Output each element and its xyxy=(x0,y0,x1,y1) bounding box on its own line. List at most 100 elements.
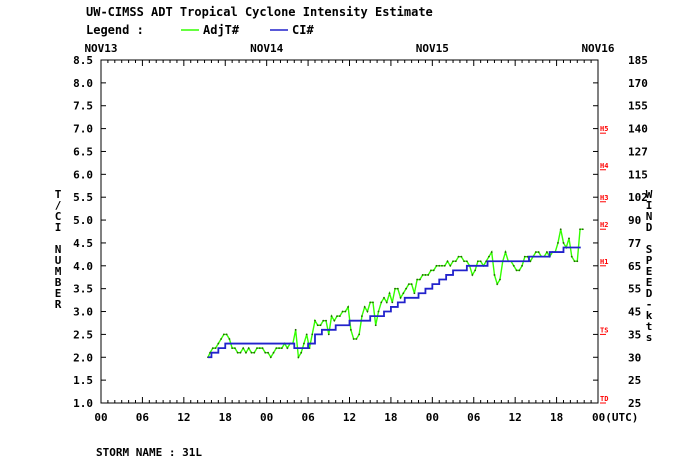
series-adjt-point xyxy=(300,351,303,354)
series-adjt-point xyxy=(275,347,278,350)
plot-area xyxy=(207,228,584,360)
y2-tick-label: 140 xyxy=(628,123,648,136)
series-adjt-point xyxy=(374,324,377,327)
series-adjt-point xyxy=(471,274,474,276)
y2-axis-title-char: s xyxy=(646,331,653,344)
series-adjt-point xyxy=(338,315,341,318)
series-adjt-point xyxy=(245,351,247,354)
series-adjt-point xyxy=(256,347,258,350)
x-tick-label: 00(UTC) xyxy=(592,411,638,424)
x-tick-label: 00 xyxy=(426,411,439,424)
y-tick-label: 7.0 xyxy=(73,123,93,136)
series-adjt-point xyxy=(258,347,261,350)
y2-axis-title-char: S xyxy=(646,243,653,256)
series-adjt-point xyxy=(465,260,468,263)
y-axis-title-char: R xyxy=(55,298,62,311)
series-adjt-point xyxy=(385,301,388,304)
y2-axis-title-char: P xyxy=(646,254,653,267)
series-adjt-point xyxy=(214,347,217,350)
series-adjt-point xyxy=(316,324,319,327)
series-adjt-point xyxy=(432,269,435,272)
y-axis-title-char: / xyxy=(55,199,62,212)
series-adjt-point xyxy=(225,333,228,336)
series-adjt-point xyxy=(490,251,493,253)
y-axis-title-char: E xyxy=(55,287,62,300)
date-label: NOV16 xyxy=(581,42,614,55)
series-adjt-point xyxy=(534,251,537,253)
x-tick-label: 18 xyxy=(219,411,232,424)
series-adjt-point xyxy=(454,260,457,263)
y2-tick-label: 77 xyxy=(628,237,641,250)
series-adjt-point xyxy=(314,319,316,322)
series-adjt-point xyxy=(361,315,363,318)
series-adjt-point xyxy=(391,301,394,304)
series-adjt-point xyxy=(421,274,424,276)
plot-frame xyxy=(100,59,599,404)
series-adjt-point xyxy=(349,328,352,331)
series-adjt-point xyxy=(220,338,223,340)
series-adjt-point xyxy=(319,324,322,327)
x-tick-label: 18 xyxy=(550,411,563,424)
series-adjt-point xyxy=(250,351,253,354)
series-ci-line xyxy=(207,246,581,359)
y2-tick-label: 185 xyxy=(628,54,648,67)
x-tick-label: 12 xyxy=(343,411,356,424)
y-tick-label: 2.0 xyxy=(73,351,93,364)
x-tick-label: 00 xyxy=(260,411,273,424)
date-label: NOV14 xyxy=(250,42,283,55)
storm-name-label: STORM NAME : 31L xyxy=(96,446,202,459)
legend-ci-label: CI# xyxy=(292,23,314,37)
y2-tick-label: 25 xyxy=(628,397,641,410)
series-adjt-point xyxy=(264,351,267,354)
series-adjt-point xyxy=(305,333,308,336)
chart-title: UW-CIMSS ADT Tropical Cyclone Intensity … xyxy=(86,5,433,19)
y2-axis-title-char: E xyxy=(646,265,653,278)
series-adjt-point xyxy=(402,292,405,295)
date-label: NOV13 xyxy=(84,42,117,55)
axes: 1.0 1.5 2.0 2.5 3.0 3.5 4.0 4.5 5.0 5.5 6.0 6.5 7.0 7… xyxy=(55,42,653,424)
series-adjt-point xyxy=(347,306,350,308)
y2-axis-title-char: I xyxy=(646,199,653,212)
y2-axis-title-char: D xyxy=(646,287,653,300)
series-adjt-point xyxy=(521,264,523,267)
y2-tick-label: 35 xyxy=(628,328,641,341)
y2-axis-title-char: t xyxy=(646,320,653,333)
y-tick-label: 6.0 xyxy=(73,168,93,181)
y2-tick-label: 65 xyxy=(628,260,641,273)
series-adjt-point xyxy=(363,306,366,308)
series-adjt-point xyxy=(562,242,565,244)
series-adjt-point xyxy=(228,338,231,340)
y-tick-label: 1.0 xyxy=(73,397,93,410)
y-axis-title-char: M xyxy=(55,265,62,278)
series-adjt-point xyxy=(479,260,482,263)
series-adjt-point xyxy=(286,347,289,350)
legend-adjt-label: AdjT# xyxy=(203,23,240,37)
series-adjt-point xyxy=(327,333,330,336)
category-label: TS xyxy=(600,326,608,334)
y2-axis-title-char: k xyxy=(646,309,653,322)
series-adjt-point xyxy=(579,228,581,231)
y-tick-label: 3.5 xyxy=(73,283,93,296)
series-adjt-point xyxy=(449,264,452,267)
series-adjt-point xyxy=(239,351,242,354)
series-adjt-point xyxy=(499,278,501,281)
series-adjt-point xyxy=(546,251,548,253)
series-adjt-point xyxy=(394,287,396,290)
y2-tick-label: 90 xyxy=(628,214,641,227)
series-adjt-point xyxy=(336,315,338,318)
category-label: H3 xyxy=(600,194,608,202)
series-adjt-point xyxy=(496,283,499,285)
series-adjt-point xyxy=(222,333,225,336)
series-adjt-point xyxy=(355,338,358,340)
y2-tick-label: 115 xyxy=(628,168,648,181)
y-tick-label: 3.0 xyxy=(73,306,93,319)
y-tick-label: 2.5 xyxy=(73,328,93,341)
y2-tick-label: 45 xyxy=(628,306,641,319)
y2-tick-label: 155 xyxy=(628,100,648,113)
series-adjt-point xyxy=(352,338,355,340)
series-adjt-point xyxy=(253,351,256,354)
series-adjt-line xyxy=(207,228,583,360)
